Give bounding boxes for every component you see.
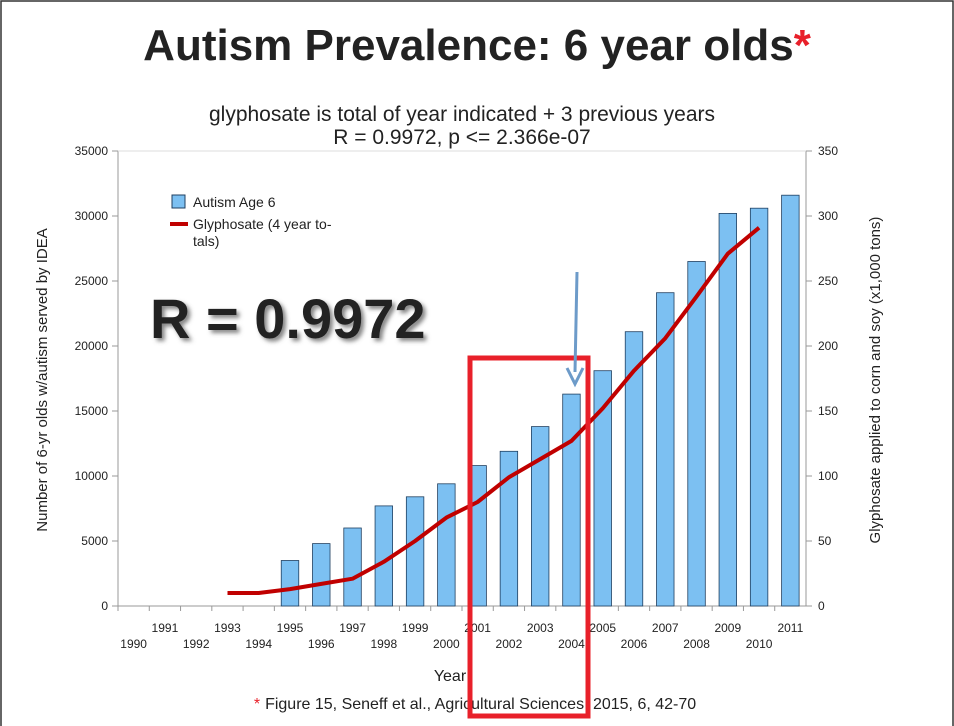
bar [343, 527, 362, 607]
bar [562, 393, 581, 607]
bar [624, 331, 644, 607]
y-tick-label: 15000 [75, 404, 109, 418]
x-tick-label: 1992 [183, 637, 210, 651]
bar [437, 483, 456, 607]
x-tick-label: 1995 [277, 621, 304, 635]
x-tick-label: 2009 [714, 621, 741, 635]
bar [656, 292, 675, 607]
x-tick-label: 2008 [683, 637, 710, 651]
y-tick-label: 25000 [75, 274, 109, 288]
bar [499, 450, 519, 607]
bar [593, 370, 612, 607]
legend-label-line: Glyphosate (4 year to- [193, 216, 332, 232]
y-tick-label: 5000 [81, 534, 108, 548]
x-tick-label: 2005 [589, 621, 616, 635]
bar [718, 212, 737, 607]
y2-tick-label: 300 [818, 209, 838, 223]
annotation: R = 0.9972 [150, 287, 426, 350]
y-tick-label: 20000 [75, 339, 109, 353]
x-tick-label: 2003 [527, 621, 554, 635]
legend-label: Glyphosate (4 year to-tals) [193, 216, 332, 249]
y-tick-label: 30000 [75, 209, 109, 223]
x-tick-label: 1999 [402, 621, 429, 635]
legend-label: Autism Age 6 [193, 194, 276, 210]
arrow-head [565, 367, 585, 388]
y-tick-label: 35000 [75, 144, 109, 158]
bar [280, 560, 300, 607]
footnote-text: Figure 15, Seneff et al., Agricultural S… [265, 696, 696, 713]
x-tick-label: 1994 [245, 637, 272, 651]
x-tick-label: 1998 [370, 637, 397, 651]
bar [781, 194, 800, 607]
x-tick-label: 2002 [496, 637, 523, 651]
x-tick-label: 2010 [746, 637, 773, 651]
arrow-shaft [573, 271, 579, 373]
x-tick-label: 2004 [558, 637, 585, 651]
x-tick-label: 1997 [339, 621, 366, 635]
x-tick-label: 2006 [621, 637, 648, 651]
x-tick-label: 1996 [308, 637, 335, 651]
x-tick-label: 1991 [152, 621, 179, 635]
plot-area: 0 5000 10000 15000 20000 25000 30000 35000 0 50 10… [75, 144, 839, 651]
footnote: * Figure 15, Seneff et al., Agricultural … [254, 696, 696, 713]
y2-tick-label: 350 [818, 144, 838, 158]
title-mark: * [794, 21, 812, 70]
bar [687, 261, 706, 607]
subtitle: glyphosate is total of year indicated + … [209, 103, 715, 126]
title-text: Autism Prevalence: 6 year olds [143, 21, 794, 70]
y2-tick-label: 100 [818, 469, 838, 483]
chart-title: Autism Prevalence: 6 year olds* [143, 21, 812, 70]
bar [405, 496, 425, 607]
y2-axis-label: Glyphosate applied to corn and soy (x1,0… [867, 217, 884, 544]
x-tick-label: 1993 [214, 621, 241, 635]
bar [749, 207, 769, 607]
bar [312, 543, 331, 607]
y-tick-label: 0 [101, 599, 108, 613]
subtitle: R = 0.9972, p <= 2.366e-07 [333, 126, 590, 149]
y2-tick-label: 150 [818, 404, 838, 418]
y2-tick-label: 50 [818, 534, 832, 548]
y-tick-label: 10000 [75, 469, 109, 483]
x-tick-label: 1990 [120, 637, 147, 651]
legend-label-line: tals) [193, 233, 219, 249]
x-tick-label: 2011 [777, 621, 803, 635]
y2-tick-label: 200 [818, 339, 838, 353]
footnote-mark: * [254, 696, 260, 713]
bar [531, 426, 550, 607]
x-axis-label: Year [434, 668, 467, 685]
legend-swatch [171, 194, 186, 209]
x-tick-label: 2007 [652, 621, 679, 635]
y2-tick-label: 0 [818, 599, 825, 613]
highlight-box [467, 355, 591, 719]
y2-tick-label: 250 [818, 274, 838, 288]
y-axis-label: Number of 6-yr olds w/autism served by I… [34, 228, 51, 531]
line [227, 226, 761, 595]
x-tick-label: 2000 [433, 637, 460, 651]
